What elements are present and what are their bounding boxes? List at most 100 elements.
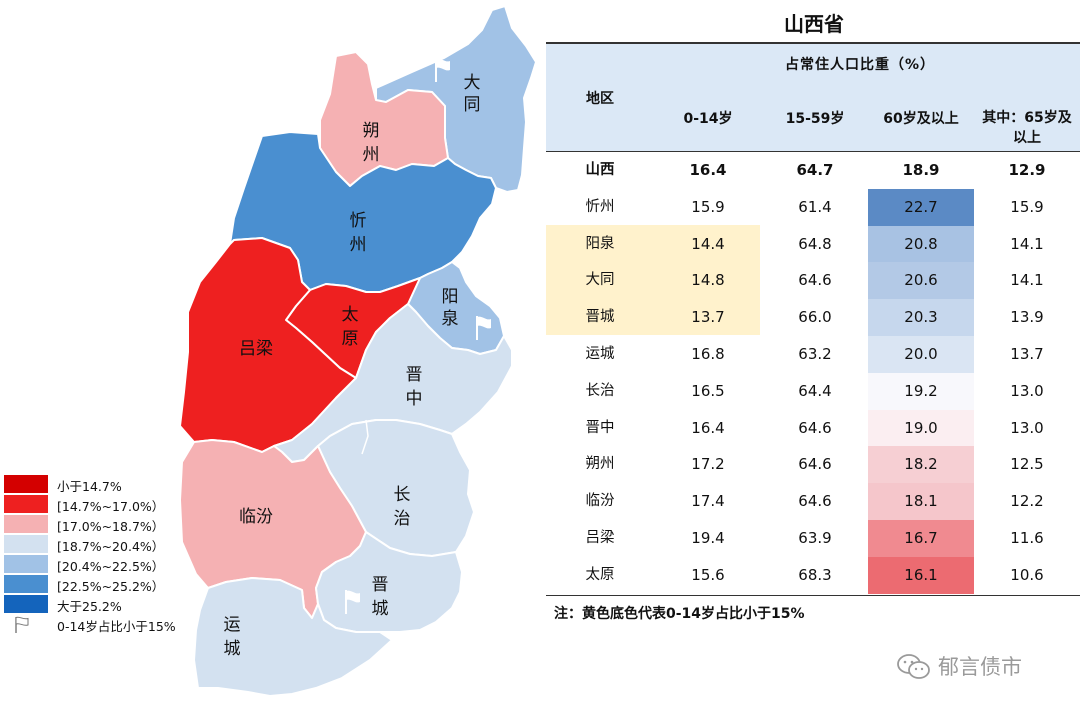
city-label-yuncheng: 运 (224, 615, 241, 635)
city-label-yangquan: 阳 (442, 287, 459, 307)
legend-swatch (4, 595, 48, 613)
header-col-0-14: 0-14岁 (683, 111, 733, 127)
cell-15-59: 64.6 (798, 271, 832, 290)
legend-label: [20.4%~22.5%） (57, 559, 165, 574)
cell-0-14: 16.8 (691, 345, 725, 363)
legend-label: [18.7%~20.4%） (57, 539, 165, 554)
legend-swatch (4, 555, 48, 573)
table-row: 阳泉 14.4 64.8 20.8 14.1 (546, 225, 1080, 263)
city-label-taiyuan: 原 (342, 329, 359, 349)
cell-0-14: 14.8 (691, 271, 725, 290)
cell-region: 山西 (585, 161, 615, 178)
cell-60plus: 16.7 (868, 520, 974, 557)
city-label-shuozhou: 朔 (363, 121, 380, 141)
cell-region: 临汾 (585, 493, 615, 510)
cell-15-59: 64.7 (796, 161, 834, 179)
watermark-text: 郁言债市 (938, 655, 1022, 679)
table-row: 晋中 16.4 64.6 19.0 13.0 (546, 409, 1080, 447)
shanxi-map: 大 同 朔 州 忻 州 阳 泉 太 原 吕梁 晋 中 长 治 临汾 晋 城 运 … (179, 5, 537, 697)
flag-icon-datong (435, 58, 450, 82)
cell-0-14: 17.2 (691, 455, 725, 474)
cell-15-59: 64.4 (798, 381, 832, 400)
table-row: 晋城 13.7 66.0 20.3 13.9 (546, 299, 1080, 336)
table-bottom-rule (546, 595, 1080, 596)
cell-region: 阳泉 (585, 235, 615, 252)
table-row: 太原 15.6 68.3 16.1 10.6 (546, 556, 1080, 594)
table-row: 大同 14.8 64.6 20.6 14.1 (546, 262, 1080, 300)
table-row: 运城 16.8 63.2 20.0 13.7 (546, 336, 1080, 373)
cell-60plus: 20.8 (868, 225, 974, 263)
city-label-taiyuan: 太 (342, 305, 359, 325)
table-note: 注：黄色底色代表0-14岁占比小于15% (554, 606, 805, 622)
cell-15-59: 64.6 (798, 455, 832, 474)
header-group-label: 占常住人口比重（%） (784, 57, 936, 73)
cell-15-59: 64.6 (798, 418, 832, 437)
cell-region: 太原 (585, 566, 615, 583)
cell-65plus: 12.9 (1008, 161, 1046, 179)
city-label-changzhi: 长 (394, 485, 411, 505)
cell-15-59: 61.4 (798, 197, 832, 216)
city-label-changzhi: 治 (394, 509, 411, 529)
cell-0-14: 16.5 (691, 381, 725, 400)
cell-0-14: 16.4 (691, 418, 725, 437)
legend-label: 0-14岁占比小于15% (57, 619, 176, 634)
city-label-yuncheng: 城 (224, 639, 241, 659)
cell-region: 朔州 (585, 456, 615, 473)
header-col-60plus: 60岁及以上 (883, 111, 959, 127)
cell-65plus: 14.1 (1010, 271, 1044, 290)
cell-60plus: 20.3 (868, 299, 974, 336)
table-row: 临汾 17.4 64.6 18.1 12.2 (546, 483, 1080, 520)
table-top-rule (546, 42, 1080, 44)
cell-65plus: 14.1 (1010, 234, 1044, 253)
cell-65plus: 15.9 (1010, 197, 1044, 216)
header-col-65plus: 其中：65岁及 以上 (974, 108, 1080, 148)
region-jincheng[interactable] (315, 531, 463, 633)
cell-region: 晋城 (585, 309, 615, 326)
table-row: 山西 16.4 64.7 18.9 12.9 (546, 152, 1080, 189)
city-label-datong: 同 (464, 95, 481, 115)
cell-65plus: 11.6 (1010, 529, 1044, 547)
cell-0-14: 16.4 (689, 161, 727, 179)
header-region: 地区 (586, 91, 614, 107)
cell-15-59: 64.8 (798, 234, 832, 253)
legend-swatch (4, 495, 48, 513)
legend-label: [22.5%~25.2%） (57, 579, 165, 594)
cell-65plus: 13.7 (1010, 345, 1044, 363)
city-label-lvliang: 吕梁 (239, 339, 273, 359)
district-boundary (361, 419, 369, 455)
cell-65plus: 13.9 (1010, 308, 1044, 327)
cell-60plus: 19.0 (868, 409, 974, 447)
table-header-rule (546, 151, 1080, 152)
cell-60plus: 20.0 (868, 336, 974, 373)
cell-60plus: 16.1 (868, 556, 974, 594)
legend-label: [14.7%~17.0%） (57, 499, 165, 514)
legend-label: 小于14.7% (57, 479, 122, 494)
flag-icon-yangquan (476, 316, 491, 340)
cell-65plus: 10.6 (1010, 565, 1044, 584)
table-header (546, 44, 1080, 152)
legend-swatch (4, 475, 48, 493)
table-row: 忻州 15.9 61.4 22.7 15.9 (546, 188, 1080, 226)
cell-15-59: 68.3 (798, 565, 832, 584)
legend-label: [17.0%~18.7%） (57, 519, 165, 534)
cell-60plus: 19.2 (868, 372, 974, 410)
highlight-block (546, 225, 760, 335)
cell-15-59: 64.6 (798, 492, 832, 511)
cell-15-59: 63.2 (798, 345, 832, 363)
city-label-jincheng: 城 (372, 599, 389, 619)
cell-65plus: 13.0 (1010, 381, 1044, 400)
cell-region: 大同 (585, 272, 615, 289)
legend-swatch (4, 575, 48, 593)
legend-label: 大于25.2% (57, 599, 122, 614)
cell-65plus: 13.0 (1010, 418, 1044, 437)
cell-0-14: 17.4 (691, 492, 725, 511)
legend-swatch (4, 515, 48, 533)
cell-15-59: 63.9 (798, 529, 832, 547)
cell-60plus: 18.1 (868, 483, 974, 520)
city-label-jinzhong: 中 (406, 389, 423, 409)
legend-swatch (4, 535, 48, 553)
city-label-linfen: 临汾 (239, 507, 273, 527)
city-label-shuozhou: 州 (363, 145, 380, 165)
region-yuncheng[interactable] (193, 577, 393, 697)
cell-region: 吕梁 (585, 530, 615, 546)
